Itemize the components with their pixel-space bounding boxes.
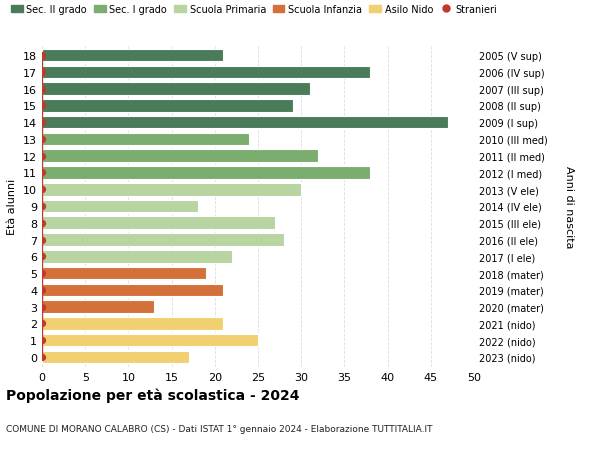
- Bar: [42, 133, 250, 146]
- Bar: [42, 83, 310, 95]
- Point: [37, 186, 47, 194]
- Point: [37, 52, 47, 60]
- Bar: [42, 117, 448, 129]
- Point: [37, 136, 47, 143]
- Bar: [42, 267, 206, 280]
- Bar: [42, 150, 319, 162]
- Bar: [42, 234, 284, 246]
- Bar: [42, 301, 154, 313]
- Point: [37, 219, 47, 227]
- Text: Popolazione per età scolastica - 2024: Popolazione per età scolastica - 2024: [6, 388, 299, 403]
- Bar: [42, 184, 301, 196]
- Bar: [42, 284, 223, 297]
- Point: [37, 102, 47, 110]
- Bar: [42, 351, 189, 364]
- Point: [37, 270, 47, 277]
- Bar: [42, 334, 258, 347]
- Point: [37, 69, 47, 76]
- Bar: [42, 217, 275, 230]
- Bar: [42, 100, 293, 112]
- Point: [37, 337, 47, 344]
- Point: [37, 286, 47, 294]
- Point: [37, 169, 47, 177]
- Bar: [42, 67, 370, 79]
- Point: [37, 353, 47, 361]
- Y-axis label: Età alunni: Età alunni: [7, 179, 17, 235]
- Point: [37, 253, 47, 260]
- Bar: [42, 318, 223, 330]
- Point: [37, 320, 47, 327]
- Point: [37, 153, 47, 160]
- Y-axis label: Anni di nascita: Anni di nascita: [564, 165, 574, 248]
- Bar: [42, 251, 232, 263]
- Point: [37, 119, 47, 127]
- Bar: [42, 200, 197, 213]
- Point: [37, 303, 47, 311]
- Point: [37, 203, 47, 210]
- Bar: [42, 50, 223, 62]
- Bar: [42, 167, 370, 179]
- Point: [37, 86, 47, 93]
- Point: [37, 236, 47, 244]
- Legend: Sec. II grado, Sec. I grado, Scuola Primaria, Scuola Infanzia, Asilo Nido, Stran: Sec. II grado, Sec. I grado, Scuola Prim…: [11, 5, 497, 15]
- Text: COMUNE DI MORANO CALABRO (CS) - Dati ISTAT 1° gennaio 2024 - Elaborazione TUTTIT: COMUNE DI MORANO CALABRO (CS) - Dati IST…: [6, 425, 433, 434]
